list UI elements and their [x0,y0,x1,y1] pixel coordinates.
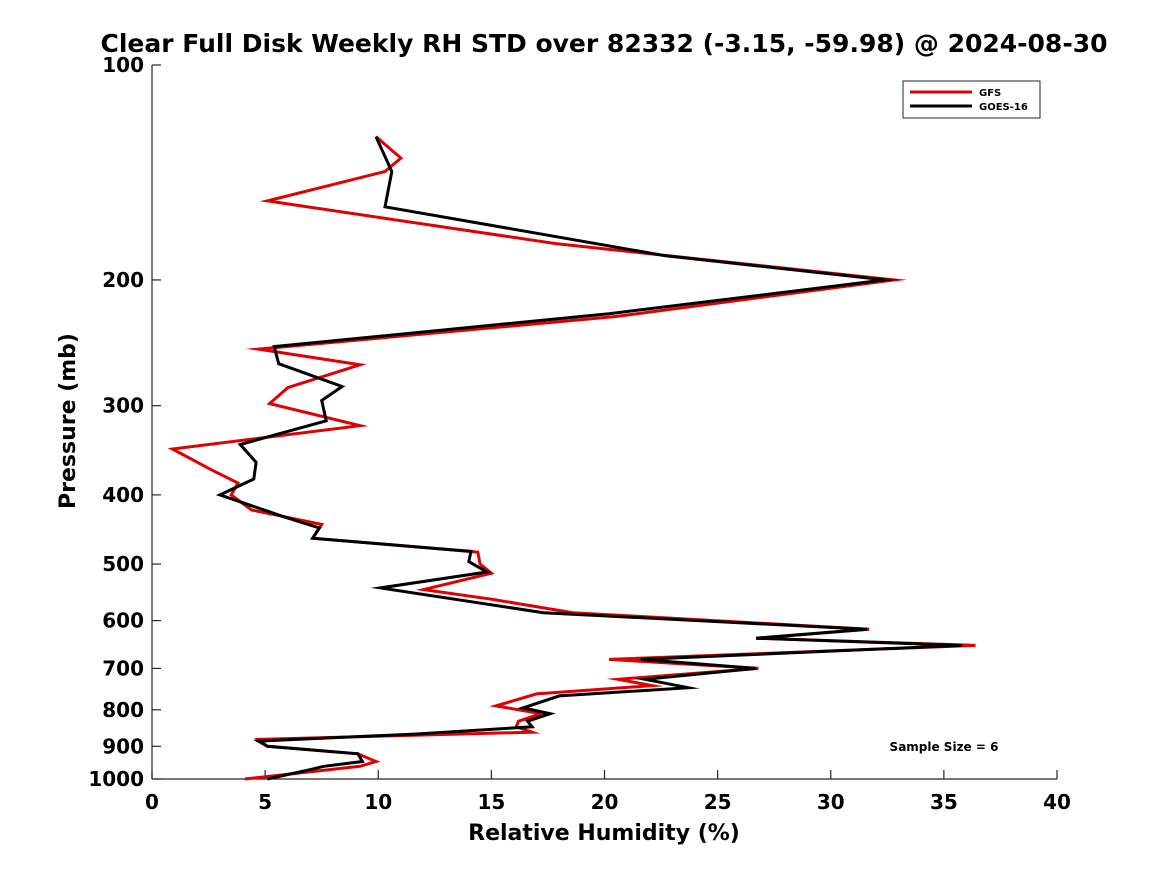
y-tick-label: 400 [102,483,144,507]
y-tick-label: 1000 [88,767,144,791]
y-tick-label: 300 [102,394,144,418]
x-tick-label: 20 [591,790,619,814]
x-tick-label: 30 [817,790,845,814]
x-axis-label: Relative Humidity (%) [468,821,740,846]
y-tick-label: 800 [102,698,144,722]
axes: 0 5 10 15 20 25 30 35 40 100 200 300 400 500 600 700 800… [88,53,1071,814]
sample-size-annotation: Sample Size = 6 [890,740,999,754]
legend-label: GFS [979,88,1001,99]
x-tick-label: 10 [364,790,392,814]
y-tick-label: 700 [102,656,144,680]
chart-title: Clear Full Disk Weekly RH STD over 82332… [101,29,1108,58]
x-tick-label: 5 [258,790,272,814]
y-tick-label: 600 [102,609,144,633]
legend-label: GOES-16 [979,102,1028,113]
x-tick-label: 0 [145,790,159,814]
x-tick-label: 15 [477,790,505,814]
x-tick-label: 35 [930,790,958,814]
y-axis-label: Pressure (mb) [56,333,81,509]
y-tick-label: 100 [102,53,144,77]
series-layer [167,135,976,781]
y-tick-label: 200 [102,268,144,292]
series-line-gfs [167,135,976,781]
legend: GFS GOES-16 [902,80,1041,119]
x-tick-label: 25 [704,790,732,814]
y-tick-label: 500 [102,552,144,576]
x-tick-label: 40 [1043,790,1071,814]
y-tick-label: 900 [102,734,144,758]
series-line-goes-16 [215,136,963,781]
legend-box [902,80,1041,119]
